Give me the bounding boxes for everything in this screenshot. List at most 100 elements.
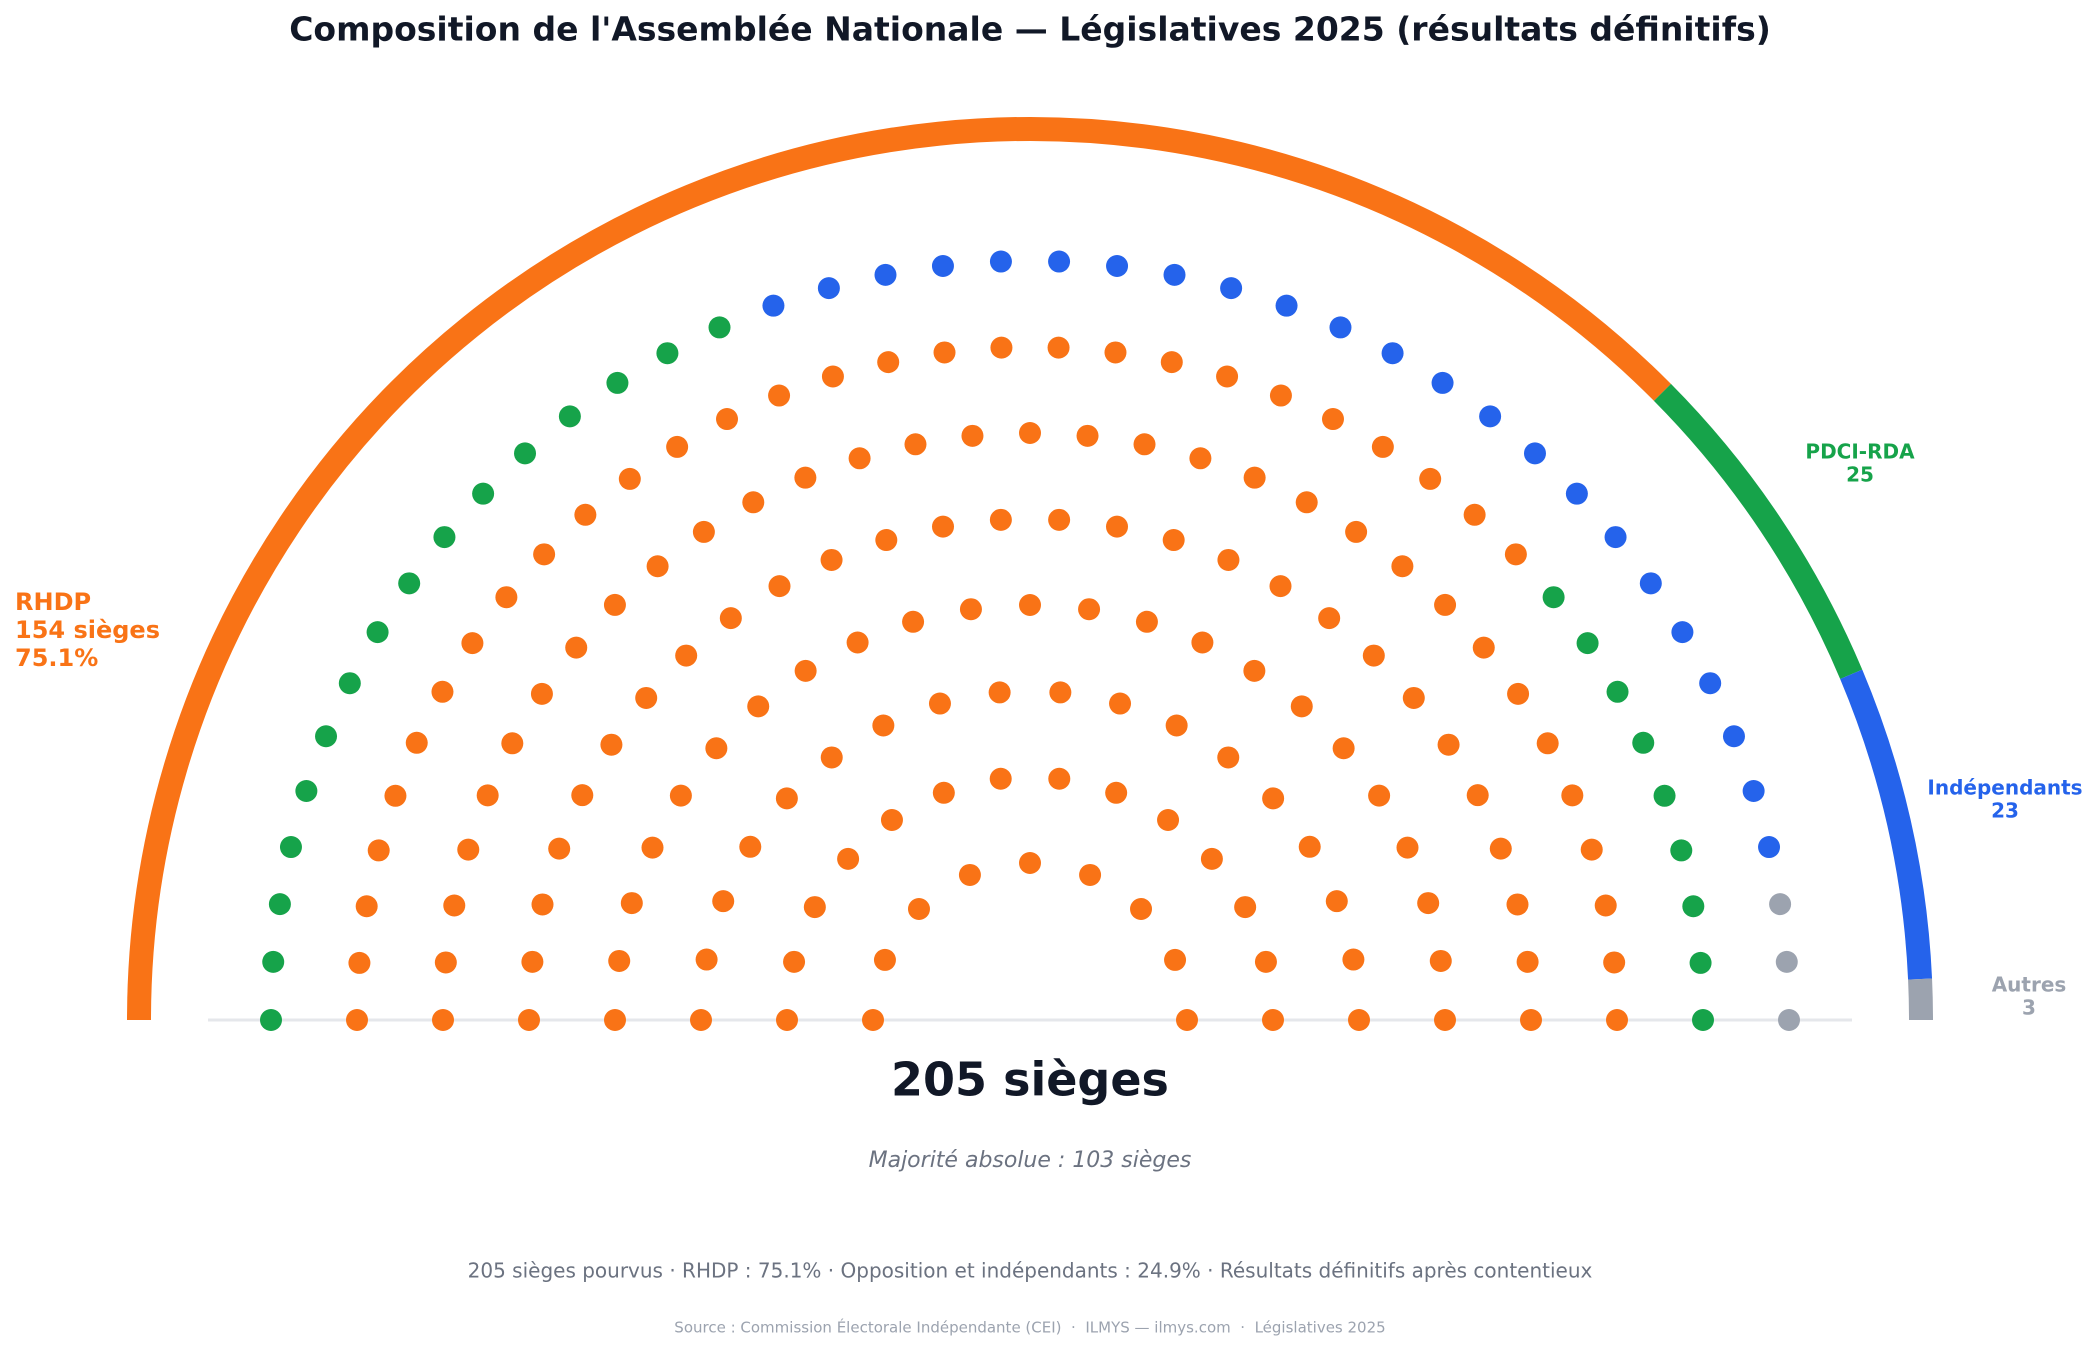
- seat: [712, 890, 735, 913]
- seat: [1368, 784, 1391, 807]
- seat: [398, 572, 421, 595]
- seat: [346, 1009, 368, 1031]
- seat: [1243, 659, 1266, 682]
- seat: [933, 341, 956, 364]
- seat: [794, 659, 817, 682]
- seat: [988, 681, 1011, 704]
- seat: [820, 746, 843, 769]
- seat: [1778, 1009, 1800, 1031]
- seat: [1332, 737, 1355, 760]
- seat: [384, 784, 407, 807]
- seat: [862, 1009, 884, 1031]
- seat: [904, 433, 927, 456]
- seat: [775, 787, 798, 810]
- seat: [1463, 503, 1486, 526]
- seat: [1472, 636, 1495, 659]
- seat: [932, 781, 955, 804]
- seat: [990, 336, 1013, 359]
- seat: [1431, 371, 1454, 394]
- seat: [348, 951, 371, 974]
- seat: [1371, 435, 1394, 458]
- seat: [1079, 863, 1102, 886]
- seat: [1606, 680, 1629, 703]
- seat: [531, 893, 554, 916]
- seat: [1254, 950, 1277, 973]
- seat: [1506, 893, 1529, 916]
- seat: [873, 948, 896, 971]
- seat: [1104, 341, 1127, 364]
- seat: [848, 447, 871, 470]
- seat: [1429, 949, 1452, 972]
- seat: [907, 897, 930, 920]
- seat: [716, 408, 739, 431]
- seat: [1262, 787, 1285, 810]
- seat: [366, 621, 389, 644]
- party-seats: 25: [1846, 463, 1874, 487]
- seat: [794, 466, 817, 489]
- seat: [1130, 897, 1153, 920]
- seat: [472, 482, 495, 505]
- seat: [1639, 572, 1662, 595]
- party-share: 75.1%: [15, 644, 98, 672]
- seat: [768, 384, 791, 407]
- seat: [1520, 1009, 1542, 1031]
- seat: [1216, 365, 1239, 388]
- party-label: Indépendants: [1927, 776, 2082, 800]
- seat: [1325, 890, 1348, 913]
- seat: [405, 731, 428, 754]
- seat: [1699, 672, 1722, 695]
- seat: [1604, 526, 1627, 549]
- party-seats: 154 sièges: [15, 616, 160, 644]
- seat: [431, 680, 454, 703]
- seat: [1298, 835, 1321, 858]
- footnote: 205 sièges pourvus · RHDP : 75.1% · Oppo…: [468, 1259, 1593, 1283]
- seat: [443, 894, 466, 917]
- seat: [1437, 733, 1460, 756]
- seat: [1106, 255, 1129, 278]
- seat: [618, 467, 641, 490]
- seat: [1758, 836, 1781, 859]
- seat: [461, 632, 484, 655]
- seat: [1603, 951, 1626, 974]
- seat: [367, 839, 390, 862]
- seat: [705, 737, 728, 760]
- seat: [1217, 746, 1240, 769]
- seat: [872, 714, 895, 737]
- seat: [279, 836, 302, 859]
- seat: [1466, 784, 1489, 807]
- seat: [837, 847, 860, 870]
- seat: [565, 636, 588, 659]
- party-label: PDCI-RDA: [1805, 440, 1915, 464]
- seat: [1689, 951, 1712, 974]
- seat: [958, 863, 981, 886]
- seat: [902, 610, 925, 633]
- seat: [742, 491, 765, 514]
- seat: [604, 1009, 626, 1031]
- seat: [1243, 466, 1266, 489]
- seat: [495, 586, 518, 609]
- seat: [533, 543, 556, 566]
- seat: [518, 1009, 540, 1031]
- seat: [1047, 336, 1070, 359]
- seat: [820, 548, 843, 571]
- seat: [776, 1009, 798, 1031]
- seat: [635, 686, 658, 709]
- seat: [603, 593, 626, 616]
- seat: [1269, 575, 1292, 598]
- seat: [875, 529, 898, 552]
- party-label: RHDP: [15, 588, 91, 616]
- seat: [739, 835, 762, 858]
- seat: [1769, 893, 1792, 916]
- seat: [675, 644, 698, 667]
- seat: [1670, 839, 1693, 862]
- seat: [1275, 294, 1298, 317]
- seat: [1217, 548, 1240, 571]
- seat: [1295, 491, 1318, 514]
- seat: [476, 784, 499, 807]
- seat: [1157, 809, 1180, 832]
- seat: [821, 365, 844, 388]
- seat: [1318, 607, 1341, 630]
- total-seats: 205 sièges: [891, 1053, 1169, 1107]
